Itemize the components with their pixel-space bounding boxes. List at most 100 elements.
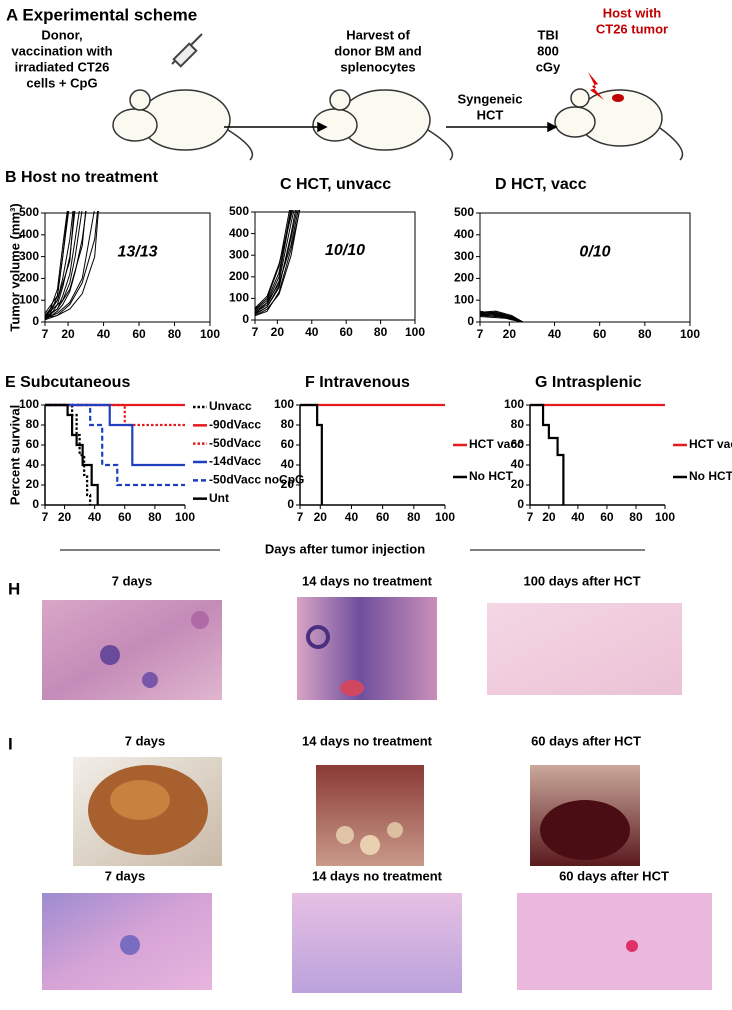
y-tick-label: 0 [242, 312, 249, 326]
tbi-line: TBI [538, 27, 559, 42]
image-caption: 7 days [105, 868, 145, 883]
y-tick-label: 0 [32, 314, 39, 328]
y-tick-label: 100 [504, 397, 524, 411]
x-tick-label: 80 [148, 510, 162, 524]
x-tick-label: 80 [629, 510, 643, 524]
harvest-line: Harvest of [346, 27, 410, 42]
mouse-donor [112, 89, 254, 161]
x-tick-label: 100 [175, 510, 195, 524]
tbi-line: cGy [536, 59, 561, 74]
chart-title: B Host no treatment [5, 169, 159, 186]
y-tick-label: 100 [229, 291, 249, 305]
survival-curve [45, 403, 185, 487]
radiation-bolt [588, 72, 604, 100]
plot-area [479, 310, 524, 323]
x-tick-label: 40 [345, 510, 359, 524]
image-caption: 60 days after HCT [531, 733, 641, 748]
x-tick-label: 7 [42, 510, 49, 524]
legend-label: No HCT [689, 469, 732, 483]
y-tick-label: 80 [511, 417, 525, 431]
arrows [224, 121, 558, 133]
host-line: Host with [603, 5, 662, 20]
tumor-curve [44, 211, 87, 317]
donor-line: vaccination with [11, 43, 112, 58]
chart-title: G Intrasplenic [535, 374, 642, 391]
image-caption: 60 days after HCT [559, 868, 669, 883]
x-tick-label: 20 [314, 510, 328, 524]
chart-title: F Intravenous [305, 374, 410, 391]
tumor-curve [254, 210, 299, 314]
histology-lung-14d [297, 597, 437, 700]
y-tick-label: 80 [281, 417, 295, 431]
y-tick-label: 100 [19, 292, 39, 306]
panel-label: H [8, 579, 20, 598]
tumor-curve [254, 210, 301, 317]
host-line: CT26 tumor [596, 21, 668, 36]
legend-label: -90dVacc [209, 418, 261, 432]
plot-area [300, 403, 445, 505]
legend-label: -50dVacc noCpG [209, 473, 304, 487]
plot-area [45, 403, 185, 505]
legend-label: HCT vacc [689, 437, 732, 451]
y-tick-label: 40 [511, 457, 525, 471]
x-tick-label: 20 [58, 510, 72, 524]
x-tick-label: 20 [503, 327, 517, 341]
donor-label: Donor, vaccination with irradiated CT26 … [11, 27, 112, 90]
survival-curve [45, 403, 99, 505]
annotation: 0/10 [579, 244, 610, 261]
transfer-line: Syngeneic [457, 91, 522, 106]
syringe [171, 33, 203, 68]
y-axis-label: Percent survival [7, 405, 22, 505]
image-caption: 7 days [125, 733, 165, 748]
liver-photo-60d [530, 765, 640, 866]
harvest-label: Harvest of donor BM and splenocytes [334, 27, 421, 74]
image-caption: 14 days no treatment [302, 573, 433, 588]
x-tick-label: 40 [97, 327, 111, 341]
transfer-label: Syngeneic HCT [457, 91, 522, 122]
histology-liver-7d [42, 893, 212, 990]
harvest-line: splenocytes [340, 59, 415, 74]
y-tick-label: 20 [281, 477, 295, 491]
plot-area [44, 211, 99, 321]
y-tick-label: 60 [511, 437, 525, 451]
tumor-curve [479, 312, 524, 323]
x-tick-label: 20 [61, 327, 75, 341]
x-tick-label: 7 [527, 510, 534, 524]
legend-label: HCT vacc [469, 437, 524, 451]
y-tick-label: 20 [26, 477, 40, 491]
chart-title: D HCT, vacc [495, 176, 587, 193]
y-tick-label: 60 [26, 437, 40, 451]
tbi-label: TBI 800 cGy [536, 27, 561, 74]
panel-label: I [8, 734, 13, 753]
x-tick-label: 40 [571, 510, 585, 524]
tbi-line: 800 [537, 43, 559, 58]
image-caption: 100 days after HCT [523, 573, 640, 588]
y-tick-label: 200 [229, 269, 249, 283]
x-tick-label: 100 [680, 327, 700, 341]
y-tick-label: 20 [511, 477, 525, 491]
histology-lung-7d [42, 600, 222, 700]
transfer-line: HCT [477, 107, 504, 122]
survival-curve [45, 403, 185, 467]
y-tick-label: 100 [19, 397, 39, 411]
histology-lung-100d [487, 603, 682, 695]
x-tick-label: 60 [593, 327, 607, 341]
y-tick-label: 400 [454, 227, 474, 241]
tumor-curve [254, 210, 298, 316]
x-tick-label: 100 [405, 325, 425, 339]
x-tick-label: 100 [200, 327, 220, 341]
y-tick-label: 80 [26, 417, 40, 431]
y-tick-label: 100 [274, 397, 294, 411]
plot-frame [254, 211, 416, 321]
tumor-curve [44, 211, 80, 319]
y-tick-label: 500 [229, 204, 249, 218]
legend-label: -50dVacc [209, 436, 261, 450]
plot-frame [44, 212, 211, 323]
plot-area [254, 210, 301, 317]
x-tick-label: 100 [655, 510, 675, 524]
tumor-curve [254, 210, 301, 317]
y-tick-label: 0 [32, 497, 39, 511]
x-tick-label: 60 [118, 510, 132, 524]
tumor-curve [254, 210, 291, 310]
